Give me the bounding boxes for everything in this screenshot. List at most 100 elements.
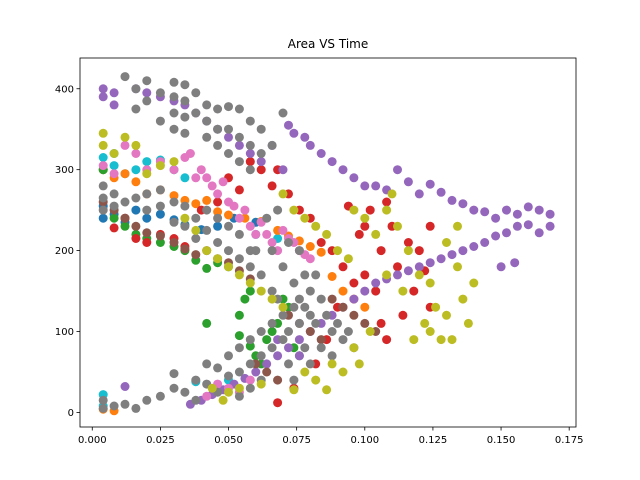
scatter-point [294, 318, 304, 328]
scatter-point [169, 92, 179, 102]
scatter-point [403, 177, 413, 187]
y-tick-label: 300 [55, 165, 74, 176]
scatter-point [213, 104, 223, 114]
scatter-point [267, 343, 277, 353]
scatter-point [240, 294, 250, 304]
scatter-point [180, 173, 190, 183]
scatter-point [354, 359, 364, 369]
scatter-point [234, 229, 244, 239]
scatter-point [256, 270, 266, 280]
scatter-point [256, 286, 266, 296]
scatter-point [180, 128, 190, 138]
scatter-point [349, 310, 359, 320]
scatter-point [202, 359, 212, 369]
scatter-point [414, 270, 424, 280]
scatter-point [289, 128, 299, 138]
scatter-point [284, 238, 293, 247]
scatter-point [245, 341, 255, 351]
scatter-point [109, 169, 119, 179]
scatter-point [267, 294, 277, 304]
scatter-point [229, 201, 239, 211]
scatter-point [523, 220, 533, 230]
scatter-point [202, 205, 212, 215]
scatter-point [512, 209, 522, 219]
scatter-point [224, 124, 233, 134]
scatter-point [360, 270, 370, 280]
scatter-point [191, 395, 201, 405]
scatter-point [442, 238, 451, 247]
scatter-point [169, 191, 179, 201]
scatter-point [191, 213, 201, 223]
scatter-point [109, 100, 119, 110]
scatter-point [349, 294, 359, 304]
scatter-point [273, 351, 283, 361]
scatter-point [224, 351, 233, 361]
scatter-point [262, 213, 272, 223]
scatter-point [480, 238, 490, 247]
scatter-point [365, 205, 375, 215]
scatter-point [142, 96, 152, 106]
scatter-point [371, 229, 381, 239]
scatter-point [262, 229, 272, 239]
scatter-point [333, 318, 342, 328]
scatter-point [491, 231, 501, 241]
scatter-point [245, 157, 255, 167]
x-tick-label: 0.000 [78, 435, 107, 446]
scatter-point [256, 351, 266, 361]
scatter-point [284, 359, 293, 369]
scatter-point [267, 286, 277, 296]
scatter-point [120, 221, 130, 231]
scatter-point [382, 197, 392, 207]
scatter-point [284, 120, 293, 130]
scatter-point [169, 383, 179, 393]
scatter-point [267, 238, 277, 247]
scatter-point [191, 234, 201, 243]
x-tick-label: 0.075 [282, 435, 311, 446]
scatter-point [245, 359, 255, 369]
scatter-point [202, 263, 212, 273]
scatter-point [300, 343, 310, 353]
scatter-point [131, 177, 141, 187]
scatter-point [120, 382, 130, 391]
scatter-point [469, 205, 479, 215]
scatter-point [98, 161, 108, 171]
scatter-point [425, 327, 435, 336]
scatter-point [338, 302, 348, 312]
scatter-point [142, 395, 152, 405]
scatter-point [343, 254, 353, 264]
scatter-point [534, 228, 544, 238]
scatter-point [98, 153, 108, 162]
scatter-point [224, 262, 233, 272]
scatter-point [98, 403, 108, 413]
scatter-point [305, 242, 315, 251]
scatter-point [169, 124, 179, 134]
scatter-point [371, 278, 381, 288]
scatter-point [109, 401, 119, 411]
scatter-point [376, 246, 386, 256]
scatter-point [191, 250, 201, 260]
scatter-point [523, 202, 533, 212]
scatter-point [316, 247, 326, 257]
scatter-point [278, 225, 288, 235]
scatter-point [202, 225, 212, 235]
scatter-point [360, 221, 370, 231]
scatter-point [120, 72, 130, 82]
scatter-point [234, 185, 244, 195]
scatter-point [109, 161, 119, 171]
scatter-point [98, 140, 108, 150]
scatter-point [447, 250, 457, 260]
scatter-point [365, 327, 375, 336]
scatter-point [463, 318, 473, 328]
scatter-point [262, 359, 272, 369]
y-tick-label: 100 [55, 327, 74, 338]
scatter-point [338, 165, 348, 175]
scatter-point [349, 173, 359, 183]
scatter-point [409, 335, 419, 345]
x-tick-label: 0.050 [214, 435, 243, 446]
scatter-point [294, 351, 304, 361]
scatter-point [360, 302, 370, 312]
scatter-point [245, 116, 255, 126]
scatter-point [262, 367, 272, 377]
scatter-point [142, 169, 152, 179]
scatter-point [109, 223, 119, 233]
